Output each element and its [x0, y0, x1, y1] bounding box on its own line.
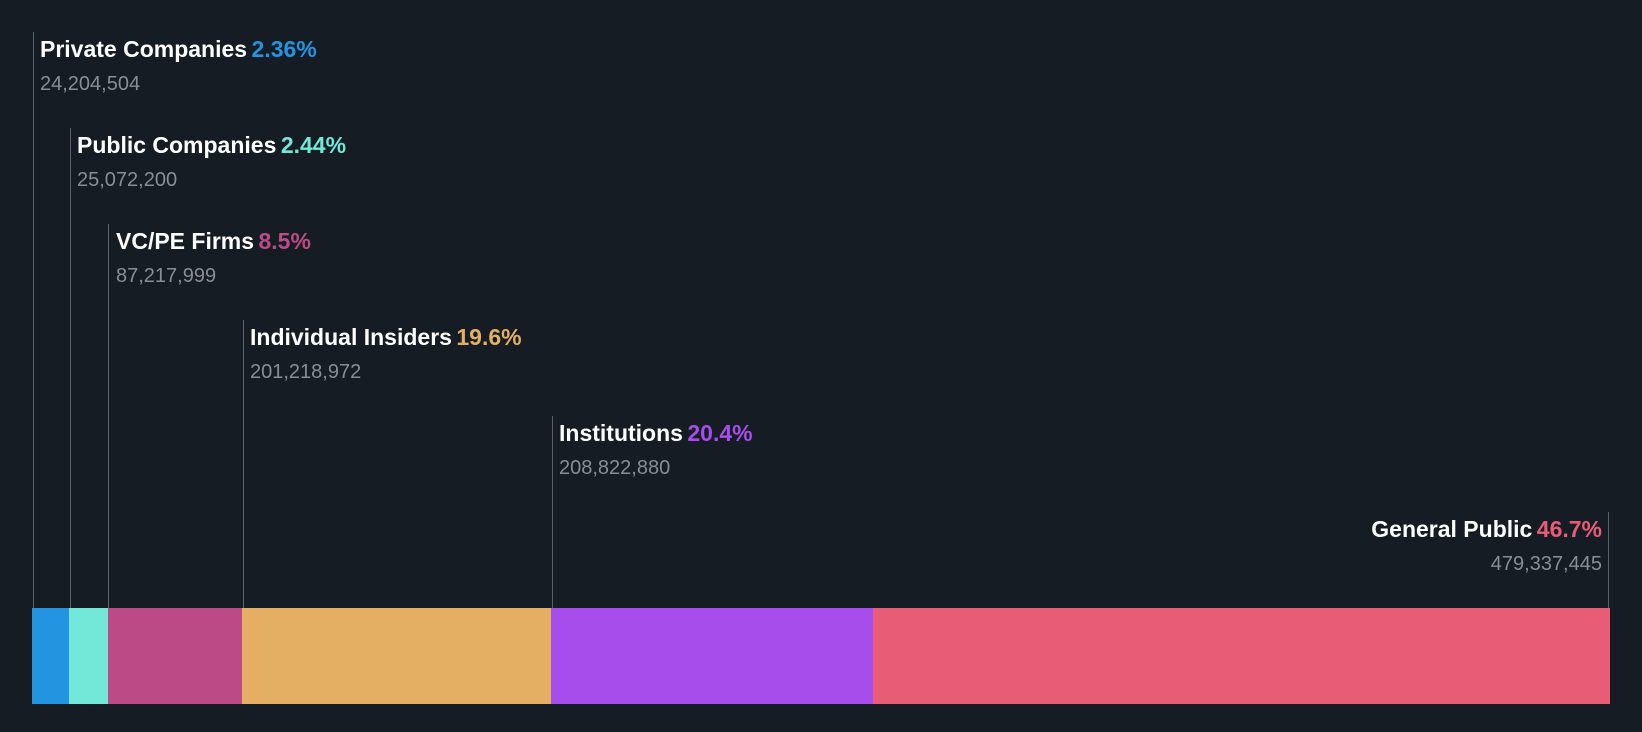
segment-name: VC/PE Firms	[116, 228, 255, 254]
segment-percent: 2.44%	[280, 132, 347, 158]
segment-institutions[interactable]	[551, 608, 873, 704]
leader-line-institutions	[552, 416, 553, 608]
segment-shares: 479,337,445	[1490, 553, 1602, 575]
segment-private-companies[interactable]	[32, 608, 69, 704]
segment-name: General Public	[1371, 516, 1533, 542]
segment-public-companies[interactable]	[69, 608, 108, 704]
segment-shares: 24,204,504	[40, 73, 141, 95]
segment-general-public[interactable]	[873, 608, 1610, 704]
segment-percent: 19.6%	[456, 324, 522, 350]
segment-percent: 2.36%	[251, 36, 317, 62]
leader-line-public-companies	[70, 128, 71, 608]
segment-shares: 201,218,972	[250, 361, 362, 383]
segment-name: Private Companies	[40, 36, 248, 62]
segment-shares: 208,822,880	[559, 457, 671, 479]
segment-percent: 20.4%	[687, 420, 753, 446]
leader-line-individual-insiders	[243, 320, 244, 608]
leader-line-vc-pe-firms	[108, 224, 109, 608]
segment-shares: 87,217,999	[116, 265, 217, 287]
label-public-companies: Public Companies 2.44% 25,072,200	[77, 132, 346, 192]
segment-name: Public Companies	[77, 132, 277, 158]
segment-shares: 25,072,200	[77, 169, 178, 191]
segment-percent: 46.7%	[1536, 516, 1602, 542]
leader-line-general-public	[1608, 512, 1609, 608]
segment-name: Individual Insiders	[250, 324, 452, 350]
segment-individual-insiders[interactable]	[242, 608, 551, 704]
label-general-public: General Public 46.7% 479,337,445	[1371, 516, 1602, 576]
label-individual-insiders: Individual Insiders 19.6% 201,218,972	[250, 324, 522, 384]
segment-name: Institutions	[559, 420, 683, 446]
segment-vc-pe-firms[interactable]	[108, 608, 242, 704]
leader-line-private-companies	[33, 32, 34, 608]
label-institutions: Institutions 20.4% 208,822,880	[559, 420, 753, 480]
label-private-companies: Private Companies 2.36% 24,204,504	[40, 36, 317, 96]
label-vc-pe-firms: VC/PE Firms 8.5% 87,217,999	[116, 228, 311, 288]
segment-percent: 8.5%	[258, 228, 311, 254]
